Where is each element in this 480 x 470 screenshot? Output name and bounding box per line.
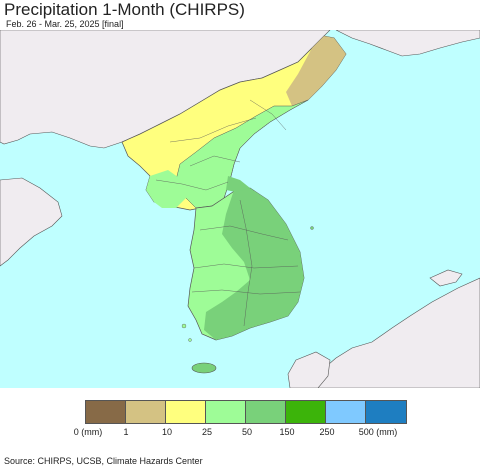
legend-label-7: 500 (mm) [358,427,398,437]
russia-landmass [335,30,480,57]
legend-swatch-0 [86,401,126,423]
southwest-islet [181,323,187,329]
legend-swatch-4 [246,401,286,423]
ulleung-island [310,226,314,230]
north-korea-southeast-darkgreen [226,176,250,192]
legend-label-0: 0 (mm) [73,427,103,437]
legend-label-5: 150 [279,427,295,437]
west-coast-landmass [0,177,63,267]
page-title: Precipitation 1-Month (CHIRPS) [4,0,245,19]
jeju-island [191,362,217,374]
legend-swatch-7 [366,401,406,423]
legend-swatch-2 [166,401,206,423]
legend-swatch-1 [126,401,166,423]
province-borders [155,99,301,327]
legend-swatch-3 [206,401,246,423]
legend-label-4: 50 [241,427,253,437]
precipitation-legend [85,400,407,424]
japan-landmass [305,277,480,388]
precipitation-map [0,30,480,388]
source-credit: Source: CHIRPS, UCSB, Climate Hazards Ce… [4,456,203,466]
northeast-dry-area [286,36,346,106]
legend-label-3: 25 [201,427,213,437]
legend-label-6: 250 [319,427,335,437]
japan-island [429,269,463,287]
legend-label-1: 1 [123,427,129,437]
legend-tick-labels: 0 (mm) 1 10 25 50 150 250 500 (mm) [0,427,480,441]
legend-swatch-6 [326,401,366,423]
north-korea-green-west [146,170,186,208]
legend-label-2: 10 [161,427,173,437]
southwest-islet [188,338,192,342]
japan-kyushu [287,351,331,388]
legend-swatch-5 [286,401,326,423]
date-range-subtitle: Feb. 26 - Mar. 25, 2025 [final] [6,19,124,29]
